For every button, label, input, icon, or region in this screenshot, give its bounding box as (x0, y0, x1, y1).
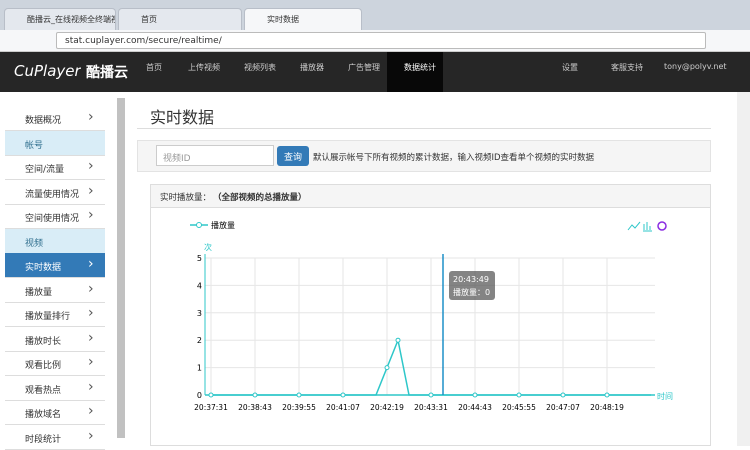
point (560, 392, 566, 398)
search-button[interactable]: 查询 (277, 146, 309, 166)
panel-title: 实时播放量： (160, 193, 212, 203)
sidebar-header: 帐号 (5, 130, 105, 156)
x-tick-label: 20:47:07 (546, 403, 580, 412)
sidebar-item[interactable]: 流量使用情况 (5, 180, 105, 205)
panel-heading (151, 185, 710, 208)
sidebar-item[interactable]: 播放域名 (5, 400, 105, 425)
brand[interactable]: CuPlayer (14, 62, 81, 80)
sidebar-item[interactable]: 播放量 (5, 278, 105, 303)
point (604, 392, 610, 398)
x-tick-label: 20:48:19 (590, 403, 624, 412)
x-tick-label: 20:43:31 (414, 403, 448, 412)
nav-active-bg (387, 52, 443, 92)
chevron: › (88, 256, 94, 272)
y-tick-label: 4 (197, 281, 202, 290)
legend-marker (196, 222, 202, 228)
sidebar-item[interactable]: 实时数据 (5, 253, 105, 278)
chevron: › (88, 109, 94, 125)
nav-item[interactable]: tony@polyv.net (664, 62, 727, 71)
x-tick-label: 20:41:07 (326, 403, 360, 412)
sidebar-item[interactable]: 播放时长 (5, 327, 105, 352)
toolbox-icon (657, 221, 667, 231)
chevron: › (88, 354, 94, 370)
point (428, 392, 434, 398)
point (472, 392, 478, 398)
panel-note: （全部视频的总播放量） (213, 193, 307, 203)
x-axis-label: 时间 (657, 391, 673, 401)
sidebar-item[interactable]: 观看比例 (5, 351, 105, 376)
chevron: › (88, 280, 94, 297)
y-tick-label: 1 (197, 364, 202, 373)
page-title: 实时数据 (150, 108, 215, 127)
toolbox-icon (627, 221, 641, 231)
navbar (0, 52, 750, 92)
chevron: › (88, 207, 94, 223)
point (340, 392, 346, 398)
y-tick-label: 2 (197, 336, 202, 345)
x-tick-label: 20:45:55 (502, 403, 536, 412)
chart: 0 1 2 3 4 5 20:37:31 20:38:43 20:39:55 20:41:07 20… (190, 220, 673, 412)
address-bar[interactable]: stat.cuplayer.com/secure/realtime/ (56, 32, 706, 49)
tab[interactable]: 酷播云_在线视频全终端视 (4, 8, 116, 30)
tooltip (449, 271, 495, 300)
point (252, 392, 258, 398)
hint: 默认展示帐号下所有视频的累计数据，输入视频ID查看单个视频的实时数据 (313, 153, 595, 163)
nav-item[interactable]: 视频列表 (244, 63, 276, 72)
chevron: › (88, 182, 94, 199)
y-tick-label: 5 (197, 254, 202, 263)
sidebar-item[interactable]: 空间/流量 (5, 155, 105, 180)
scrollbar[interactable] (117, 98, 125, 438)
point (384, 365, 390, 371)
y-axis-label: 次 (204, 242, 212, 252)
y-tick-label: 0 (197, 391, 202, 400)
brand-cn[interactable]: 酷播云 (86, 65, 128, 81)
toolbox-icon (643, 222, 652, 232)
tooltip-time: 20:43:49 (453, 275, 489, 284)
chevron: › (88, 378, 94, 395)
chevron: › (88, 305, 94, 321)
x-tick-label: 20:37:31 (194, 403, 228, 412)
x-tick-label: 20:44:43 (458, 403, 492, 412)
sidebar-header: 视频 (5, 228, 105, 254)
tab[interactable]: 实时数据 (244, 8, 362, 30)
scrollbar[interactable] (737, 92, 750, 446)
y-tick-label: 3 (197, 309, 202, 318)
nav-item[interactable]: 首页 (146, 63, 162, 72)
nav-item[interactable]: 播放器 (300, 63, 324, 72)
point (516, 392, 522, 398)
divider (137, 128, 711, 129)
sidebar-item[interactable]: 播放量排行 (5, 302, 105, 327)
chevron: › (88, 403, 94, 419)
tab[interactable]: 首页 (118, 8, 242, 30)
chevron: › (88, 158, 94, 174)
nav-item[interactable]: 设置 (562, 63, 578, 72)
point (296, 392, 302, 398)
chevron: › (88, 427, 94, 444)
x-tick-label: 20:38:43 (238, 403, 272, 412)
point (208, 392, 214, 398)
legend-label: 播放量 (211, 220, 235, 230)
chevron: › (88, 329, 94, 346)
search-input[interactable]: 视频ID (156, 145, 274, 166)
x-tick-label: 20:42:19 (370, 403, 404, 412)
nav-item[interactable]: 客服支持 (611, 63, 643, 72)
nav-item[interactable]: 广告管理 (348, 63, 380, 72)
sidebar-item[interactable]: 观看热点 (5, 376, 105, 401)
tooltip-value: 播放量：0 (453, 287, 490, 297)
nav-item[interactable]: 上传视频 (188, 63, 220, 72)
point (395, 337, 401, 343)
nav-item[interactable]: 数据统计 (404, 63, 436, 72)
x-tick-label: 20:39:55 (282, 403, 316, 412)
